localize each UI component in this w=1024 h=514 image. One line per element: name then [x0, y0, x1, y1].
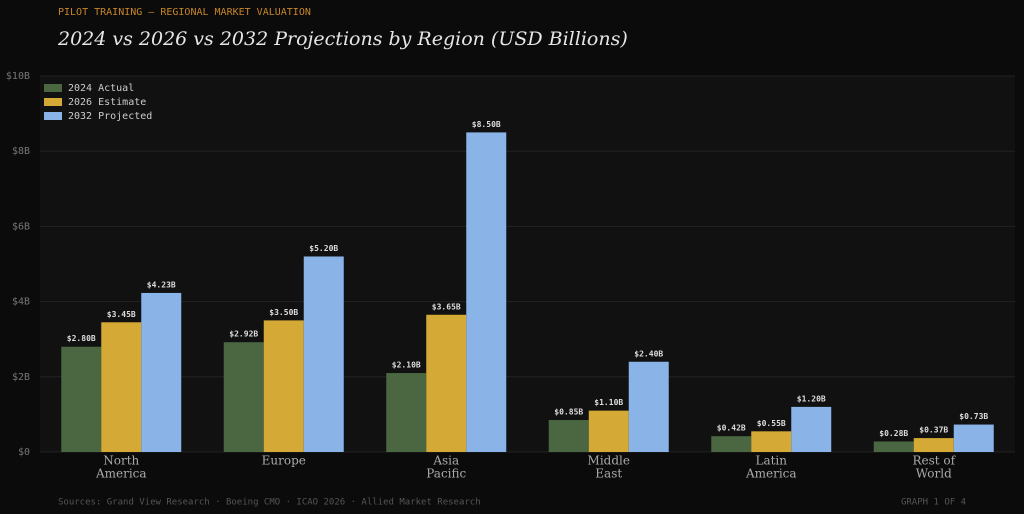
bar	[61, 346, 102, 452]
x-tick-label: Middle	[588, 454, 630, 468]
bar	[751, 431, 792, 452]
bar	[711, 436, 752, 452]
value-label: $0.55B	[757, 419, 786, 428]
x-tick-label: Latin	[755, 454, 787, 468]
value-label: $0.73B	[959, 412, 988, 421]
x-tick-label: America	[745, 467, 797, 481]
value-label: $2.40B	[634, 349, 663, 358]
chart-title: 2024 vs 2026 vs 2032 Projections by Regi…	[57, 28, 628, 50]
x-tick-label: Rest of	[912, 454, 956, 468]
bar	[101, 322, 142, 452]
legend-swatch	[44, 112, 62, 120]
bar	[913, 438, 954, 452]
value-label: $3.65B	[432, 302, 461, 311]
x-tick-label: Pacific	[426, 467, 466, 481]
bar	[263, 320, 304, 452]
value-label: $1.10B	[594, 398, 623, 407]
value-label: $4.23B	[147, 280, 176, 289]
bar	[426, 314, 467, 452]
bar	[303, 256, 344, 452]
bar	[791, 406, 832, 452]
y-tick-label: $2B	[12, 372, 30, 383]
x-tick-label: World	[916, 467, 952, 481]
legend-label: 2024 Actual	[68, 83, 134, 94]
plot-area	[40, 76, 1015, 452]
bar	[953, 424, 994, 452]
value-label: $3.45B	[107, 310, 136, 319]
y-tick-label: $0	[18, 447, 30, 458]
page-label: GRAPH 1 OF 4	[901, 498, 966, 508]
source: Sources: Grand View Research · Boeing CM…	[58, 498, 481, 508]
value-label: $0.85B	[554, 408, 583, 417]
value-label: $0.37B	[919, 426, 948, 435]
x-tick-label: East	[595, 467, 622, 481]
x-tick-label: North	[103, 454, 139, 468]
kicker: PILOT TRAINING — REGIONAL MARKET VALUATI…	[58, 7, 311, 18]
legend-label: 2032 Projected	[68, 111, 152, 122]
value-label: $2.10B	[392, 361, 421, 370]
legend-swatch	[44, 84, 62, 92]
y-tick-label: $6B	[12, 221, 30, 232]
value-label: $0.28B	[879, 429, 908, 438]
bar	[873, 441, 914, 452]
bar	[466, 132, 507, 452]
value-label: $0.42B	[717, 424, 746, 433]
bar	[628, 361, 669, 452]
bar	[141, 292, 182, 452]
value-label: $8.50B	[472, 120, 501, 129]
value-label: $2.92B	[229, 330, 258, 339]
bar	[588, 410, 629, 452]
bar	[548, 420, 589, 452]
legend-swatch	[44, 98, 62, 106]
x-tick-label: America	[95, 467, 147, 481]
y-tick-label: $8B	[12, 146, 30, 157]
bar	[223, 342, 264, 452]
bar	[386, 373, 427, 452]
legend-label: 2026 Estimate	[68, 97, 146, 108]
value-label: $3.50B	[269, 308, 298, 317]
value-label: $1.20B	[797, 394, 826, 403]
y-tick-label: $10B	[6, 71, 30, 82]
y-tick-label: $4B	[12, 297, 30, 308]
x-tick-label: Europe	[262, 454, 306, 468]
value-label: $2.80B	[67, 334, 96, 343]
value-label: $5.20B	[309, 244, 338, 253]
x-tick-label: Asia	[432, 454, 459, 468]
